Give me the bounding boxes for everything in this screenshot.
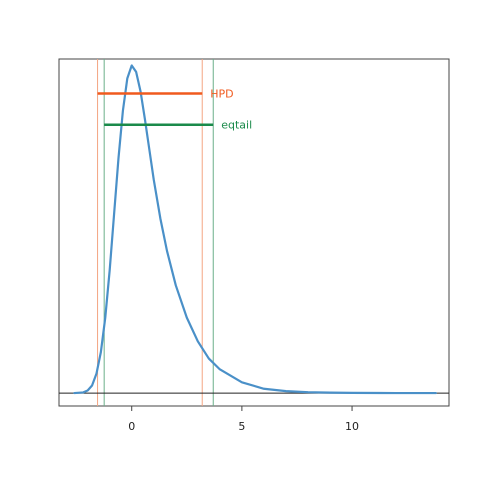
interval-label: eqtail: [221, 119, 252, 132]
x-axis: 0 5 10: [128, 406, 359, 433]
interval-bound-lines: [97, 59, 214, 406]
x-tick-label: 10: [345, 420, 359, 433]
plot-frame: [58, 58, 450, 407]
x-tick-label: 0: [128, 420, 135, 433]
interval-label: HPD: [210, 87, 233, 100]
x-tick-label: 5: [238, 420, 245, 433]
interval-bars: HPD eqtail: [97, 87, 252, 132]
density-curve: [73, 64, 437, 395]
density-series: [73, 64, 437, 395]
